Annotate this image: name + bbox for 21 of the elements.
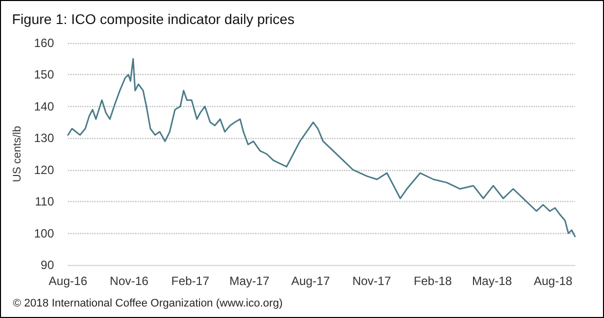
y-axis-title: US cents/lb [12,126,24,182]
x-tick-label: Aug-16 [48,274,88,288]
x-tick-label: Aug-18 [534,274,573,288]
x-tick-label: Nov-17 [352,274,392,288]
y-tick-label: 110 [34,194,54,209]
chart-title: Figure 1: ICO composite indicator daily prices [12,11,294,27]
x-tick-label: May-17 [229,274,270,288]
text: © 2018 International Coffee Organization (www.ico.org) [13,298,283,310]
x-tick-label: Feb-17 [171,274,210,288]
y-tick-label: 140 [34,99,54,114]
x-tick-label: Nov-16 [110,274,149,288]
y-tick-label: 160 [34,36,54,50]
x-tick-label: Aug-17 [291,274,330,288]
y-tick-label: 100 [34,226,54,240]
y-tick-label: 150 [34,68,54,82]
y-tick-label: 90 [40,258,54,272]
y-tick-label: 130 [34,131,54,146]
line-series [67,58,576,238]
x-tick-label: May-18 [472,274,512,288]
y-tick-label: 120 [34,162,54,177]
x-tick-label: Feb-18 [414,274,452,288]
